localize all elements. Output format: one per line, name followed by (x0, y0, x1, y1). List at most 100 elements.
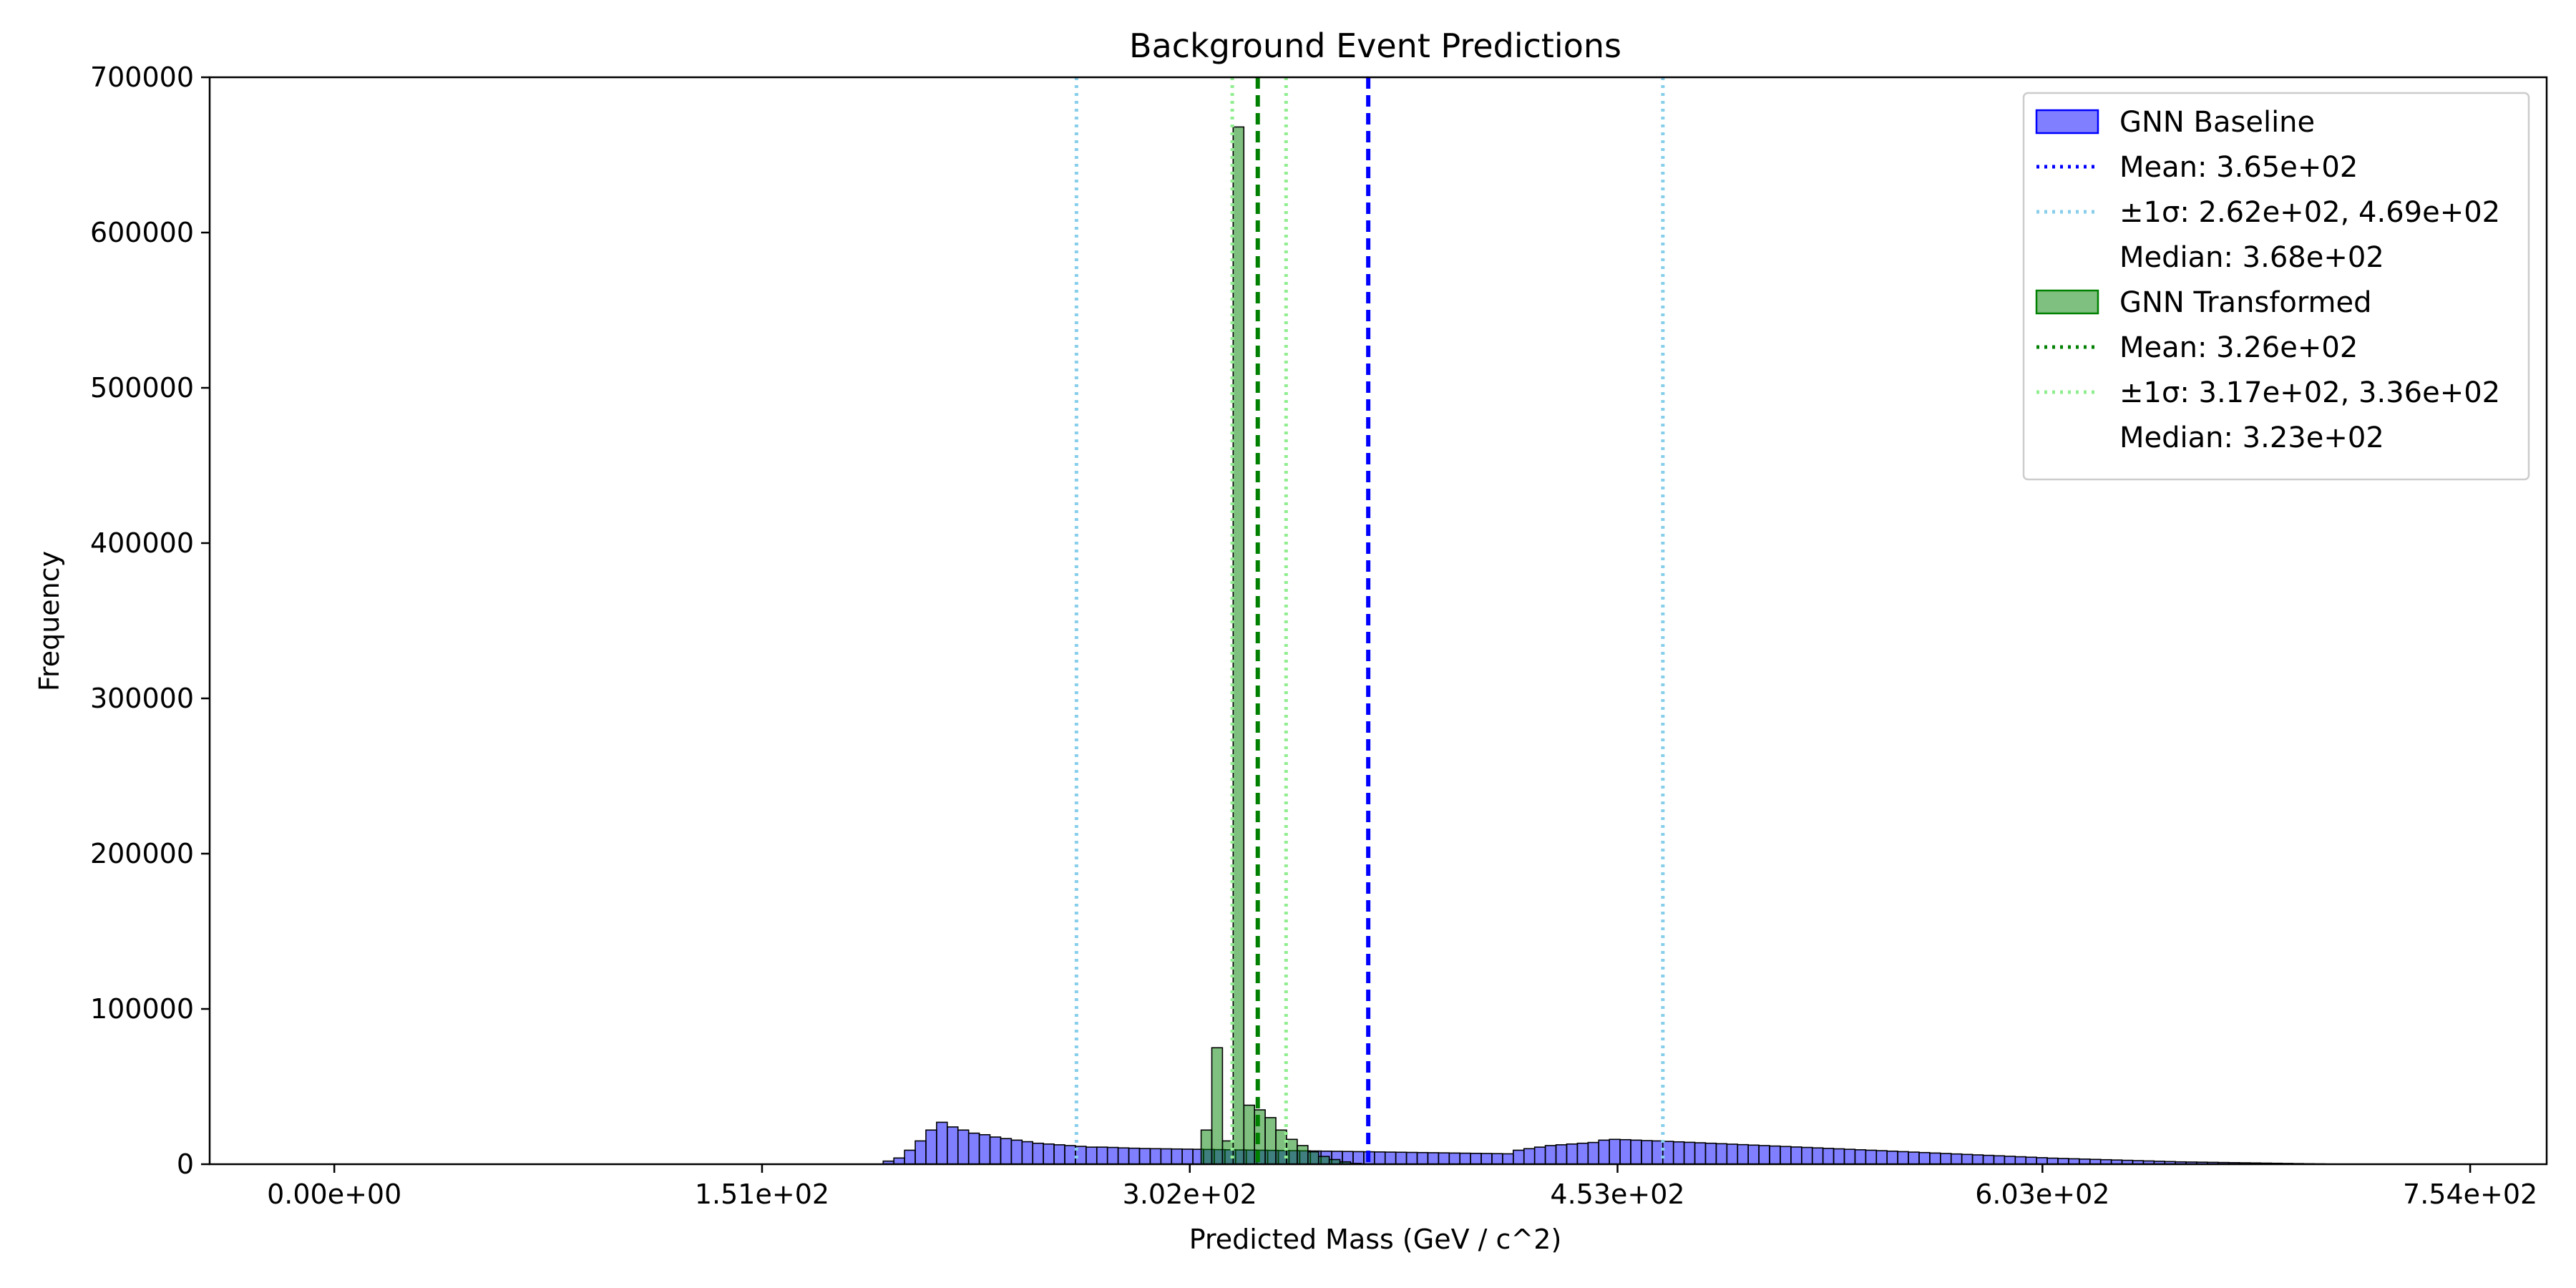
histogram-bar (1374, 1151, 1386, 1164)
legend-box (2022, 92, 2530, 481)
histogram-bar (1641, 1140, 1653, 1164)
histogram-bar (1297, 1145, 1309, 1164)
histogram-bar (1523, 1148, 1536, 1164)
histogram-bar (1160, 1148, 1173, 1164)
legend-item-1: GNN Baseline (2035, 106, 2315, 139)
histogram-bar (957, 1129, 970, 1164)
histogram-bar (1053, 1144, 1065, 1164)
y-axis: 0 100000 200000 300000 400000 500000 600000 700… (90, 62, 210, 1180)
histogram-bar (1982, 1154, 1995, 1164)
x-axis-title: Predicted Mass (GeV / c^2) (1189, 1224, 1562, 1255)
histogram-bar (893, 1157, 905, 1164)
histogram-bar (1652, 1140, 1664, 1164)
legend-label: Median: 3.68e+02 (2119, 241, 2384, 274)
histogram-bar (914, 1140, 927, 1164)
y-tick-label: 700000 (90, 62, 194, 93)
histogram-bar (1886, 1150, 1898, 1164)
axes-frame (208, 76, 2548, 1166)
histogram-bar (1843, 1148, 1856, 1164)
legend-item-7: ±1σ: 3.17e+02, 3.36e+02 (2036, 376, 2500, 409)
histogram-bar (1704, 1142, 1717, 1164)
histogram-bar (1138, 1148, 1151, 1164)
histogram-bar (2046, 1157, 2059, 1164)
histogram-bar (1715, 1143, 1728, 1164)
histogram-bar (1010, 1139, 1023, 1164)
histogram-bar (1043, 1143, 1055, 1164)
histogram-bar (1448, 1152, 1461, 1164)
x-tick-label: 4.53e+02 (1550, 1179, 1684, 1210)
histogram-bar (1106, 1146, 1119, 1164)
histogram-bar (1950, 1153, 1963, 1164)
histogram-bar (1459, 1152, 1471, 1164)
histogram-bar (1598, 1139, 1610, 1164)
histogram-bar (989, 1136, 1002, 1164)
histogram-bar (1683, 1141, 1696, 1164)
y-tick-label: 400000 (90, 527, 194, 559)
legend-item-4: Median: 3.68e+02 (2119, 241, 2384, 274)
legend-label: ±1σ: 2.62e+02, 4.69e+02 (2119, 196, 2500, 229)
histogram-bar (978, 1133, 991, 1164)
histogram-bar (1908, 1151, 1920, 1164)
histogram-bar (1085, 1146, 1098, 1164)
y-tick-label: 300000 (90, 683, 194, 714)
histogram-bar (1800, 1146, 1813, 1164)
legend-swatch (2035, 109, 2099, 135)
legend-item-8: Median: 3.23e+02 (2119, 421, 2384, 454)
y-tick-label: 200000 (90, 838, 194, 869)
histogram-bar (1491, 1153, 1503, 1164)
histogram-bar (1822, 1148, 1835, 1164)
legend-item-2: Mean: 3.65e+02 (2036, 151, 2358, 184)
histogram-bar (1171, 1148, 1183, 1164)
legend-label: Median: 3.23e+02 (2119, 421, 2384, 454)
histogram-bar (1416, 1151, 1429, 1164)
histogram-bar (1672, 1141, 1685, 1164)
histogram-bar (1544, 1145, 1557, 1164)
histogram-bar (1221, 1140, 1234, 1164)
legend-item-6: Mean: 3.26e+02 (2036, 331, 2358, 364)
y-tick-label: 100000 (90, 993, 194, 1025)
histogram-bar (2036, 1157, 2048, 1164)
histogram-bar (1480, 1153, 1493, 1164)
histogram-bar (1865, 1149, 1878, 1164)
histogram-bar (1149, 1148, 1162, 1164)
histogram-bar (1662, 1141, 1674, 1164)
histogram-bar (1555, 1144, 1568, 1164)
histogram-bar (1286, 1138, 1298, 1164)
histogram-bar (1427, 1152, 1440, 1164)
y-tick-label: 500000 (90, 372, 194, 404)
histogram-bar (1566, 1143, 1579, 1164)
histogram-bar (1117, 1147, 1130, 1164)
histogram-bar (1275, 1129, 1287, 1164)
histogram-bar (1502, 1153, 1514, 1164)
histogram-bar (1993, 1155, 2006, 1164)
histogram-bar (2025, 1156, 2037, 1164)
histogram-bar (1694, 1142, 1707, 1164)
histogram-bar (967, 1132, 980, 1164)
histogram-bar (1576, 1142, 1589, 1164)
histogram-bar (904, 1149, 916, 1164)
histogram-bar (1854, 1149, 1867, 1164)
histogram-bar (1726, 1143, 1739, 1164)
histogram-bar (2004, 1156, 2016, 1164)
histogram-bar (1875, 1150, 1888, 1164)
x-axis: 0.00e+00 1.51e+02 3.02e+02 4.53e+02 6.03e+02… (267, 1164, 2537, 1210)
chart-title: Background Event Predictions (1129, 26, 1621, 65)
histogram-bar (1619, 1138, 1631, 1164)
histogram-bar (1811, 1147, 1824, 1164)
histogram-bar (1533, 1146, 1546, 1164)
histogram-bar (1211, 1047, 1224, 1164)
histogram-bar (1438, 1152, 1450, 1164)
y-tick-label: 600000 (90, 217, 194, 248)
legend-label: GNN Transformed (2119, 286, 2372, 319)
histogram-bar (1737, 1143, 1749, 1164)
x-tick-label: 6.03e+02 (1975, 1179, 2109, 1210)
histogram-bar (1897, 1151, 1909, 1164)
histogram-bar (1940, 1153, 1952, 1164)
histogram-bar (1405, 1151, 1418, 1164)
x-tick-label: 0.00e+00 (267, 1179, 401, 1210)
histogram-bar (1064, 1145, 1076, 1164)
histogram-bar (1470, 1153, 1482, 1164)
histogram-bar (1833, 1148, 1845, 1164)
histogram-bar (947, 1126, 959, 1164)
